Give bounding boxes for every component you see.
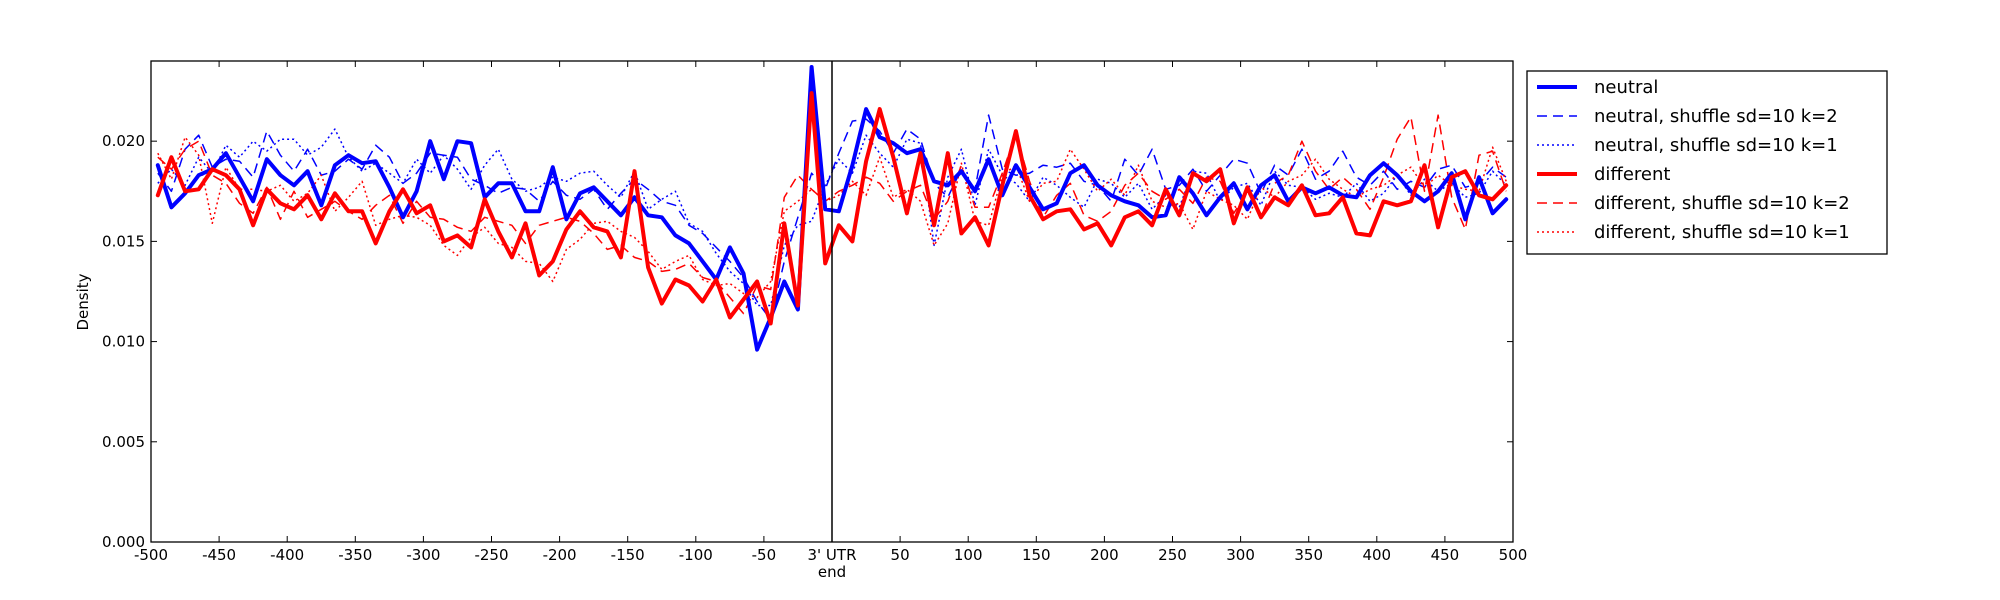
x-tick-label: -100 (679, 546, 713, 564)
legend-frame (1526, 70, 1888, 255)
x-tick-label: -300 (406, 546, 440, 564)
legend-label: neutral, shuffle sd=10 k=1 (1594, 135, 1838, 156)
y-tick-label: 0.020 (102, 132, 145, 150)
y-tick-label: 0.005 (102, 433, 145, 451)
x-tick-label: -200 (543, 546, 577, 564)
x-tick-label: 250 (1158, 546, 1187, 564)
x-tick-label: 3' UTR (808, 546, 857, 564)
x-tick-label: -50 (752, 546, 777, 564)
x-tick-label: 200 (1090, 546, 1119, 564)
x-tick-label: 50 (891, 546, 910, 564)
x-tick-label: end (818, 563, 846, 581)
x-tick-label: 400 (1362, 546, 1391, 564)
series-line-1 (157, 114, 1507, 321)
plot-area: -500 -450 -400 -350 -300 -250 -200 -150 -100 -50 3… (102, 60, 1527, 581)
x-tick-label: 500 (1499, 546, 1528, 564)
y-axis-label: Density (74, 273, 92, 330)
x-tick-label: -250 (474, 546, 508, 564)
legend-label: neutral, shuffle sd=10 k=2 (1594, 106, 1838, 127)
y-tick-label: 0.000 (102, 533, 145, 551)
x-tick-label: 150 (1022, 546, 1051, 564)
legend-label: different, shuffle sd=10 k=1 (1594, 222, 1850, 243)
series-line-4 (157, 114, 1507, 315)
x-tick-label: -150 (611, 546, 645, 564)
y-tick-label: 0.015 (102, 232, 145, 250)
x-tick-label: -450 (202, 546, 236, 564)
x-tick-label: -400 (270, 546, 304, 564)
legend-items: neutral neutral, shuffle sd=10 k=2 neutral… (1537, 77, 1850, 243)
x-tick-label: 350 (1294, 546, 1323, 564)
x-axis: -500 -450 -400 -350 -300 -250 -200 -150 -100 -50 3… (134, 61, 1527, 581)
x-tick-label: 300 (1226, 546, 1255, 564)
y-axis: 0.000 0.005 0.010 0.015 0.020 (102, 132, 1513, 551)
legend-label: different, shuffle sd=10 k=2 (1594, 193, 1850, 214)
y-tick-label: 0.010 (102, 333, 145, 351)
legend-label: neutral (1594, 77, 1658, 98)
x-tick-label: -500 (134, 546, 168, 564)
x-tick-label: -350 (338, 546, 372, 564)
legend: neutral neutral, shuffle sd=10 k=2 neutral… (1526, 70, 1888, 255)
x-tick-label: 450 (1431, 546, 1460, 564)
x-tick-label: 100 (954, 546, 983, 564)
legend-label: different (1594, 164, 1670, 185)
